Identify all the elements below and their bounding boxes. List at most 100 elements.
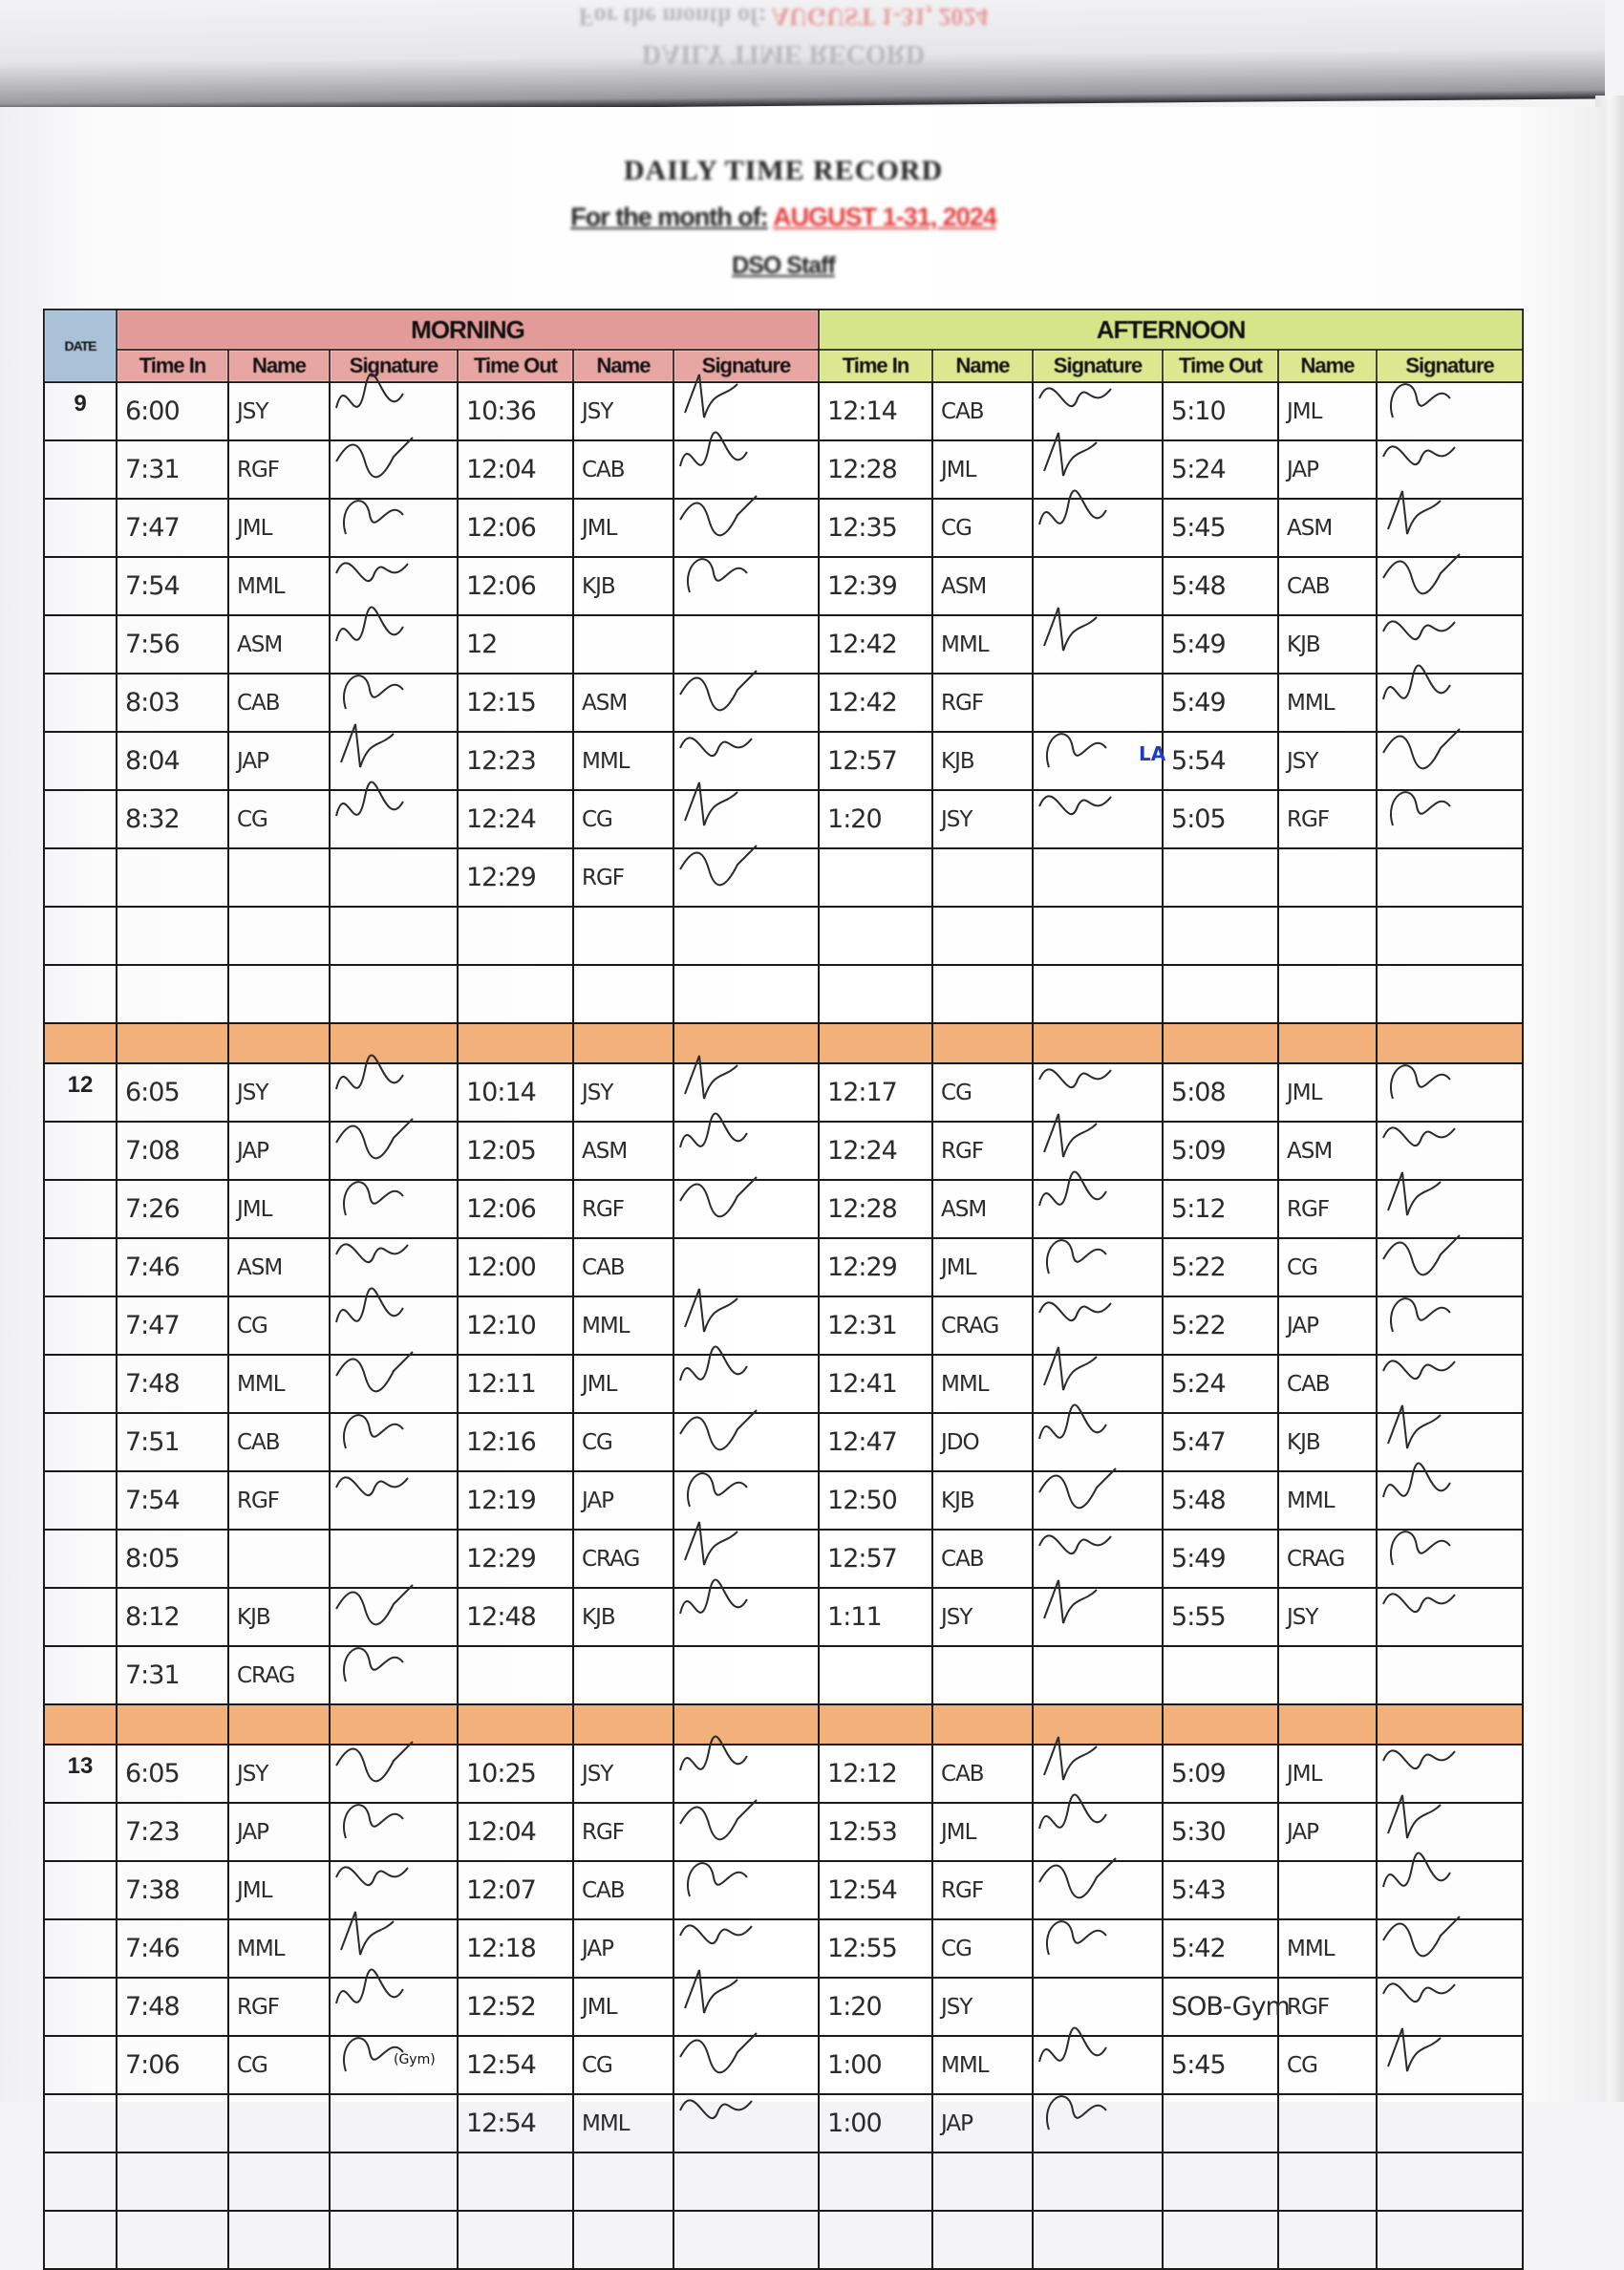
morning-name-cell: JSY	[572, 381, 674, 441]
afternoon-signature-cell	[1032, 2093, 1165, 2153]
afternoon-name-cell: RGF	[1277, 1179, 1378, 1239]
morning-signature-cell	[672, 1470, 821, 1531]
morning-name-cell	[227, 2210, 331, 2270]
morning-name-cell: RGF	[572, 847, 674, 908]
afternoon-name-cell	[931, 906, 1035, 966]
afternoon-signature-cell	[1032, 2152, 1165, 2212]
handwritten-signature	[687, 1862, 748, 1897]
morning-time-cell: 12:07	[457, 1860, 574, 1920]
afternoon-signature-cell	[1376, 2210, 1525, 2270]
afternoon-time-cell	[1162, 964, 1280, 1024]
afternoon-time-cell: 12:17	[818, 1062, 934, 1123]
morning-signature-cell	[329, 1911, 459, 1979]
handwritten-signature	[679, 495, 758, 537]
separator-cell	[1032, 1703, 1165, 1745]
afternoon-time-cell: 5:45	[1162, 2035, 1280, 2095]
separator-cell	[457, 1022, 574, 1064]
date-cell-empty	[43, 1587, 118, 1647]
morning-signature-cell	[672, 1237, 821, 1297]
separator-cell	[43, 1022, 118, 1064]
afternoon-name-cell: MML	[1277, 673, 1378, 733]
morning-signature-cell	[329, 1118, 459, 1181]
afternoon-name-cell: JML	[931, 1237, 1035, 1297]
afternoon-signature-cell	[1032, 789, 1165, 849]
afternoon-signature-cell	[1032, 673, 1165, 733]
afternoon-name-cell: CG	[1277, 1237, 1378, 1297]
handwritten-signature	[1382, 1982, 1456, 2002]
handwritten-signature	[335, 373, 404, 409]
handwritten-signature	[340, 723, 395, 768]
afternoon-signature-cell	[1032, 1857, 1165, 1920]
handwritten-signature	[679, 2032, 758, 2074]
handwritten-signature	[679, 1345, 748, 1381]
morning-signature-cell	[329, 964, 459, 1024]
afternoon-signature-cell	[1376, 964, 1525, 1024]
handwritten-signature	[335, 1968, 404, 2004]
morning-name-cell: JSY	[227, 1744, 331, 1804]
table-row: 12:29 RGF	[43, 845, 1525, 908]
bleed-through-title: DAILY TIME RECORD	[641, 39, 926, 69]
morning-name-cell: CG	[572, 1412, 674, 1472]
morning-name-cell: CRAG	[572, 1529, 674, 1589]
afternoon-time-cell: 5:10	[1162, 381, 1280, 441]
morning-time-cell: 12:10	[457, 1296, 574, 1356]
morning-signature-cell	[672, 556, 821, 616]
morning-signature-cell	[672, 614, 821, 675]
handwritten-signature	[335, 1287, 404, 1323]
date-cell-empty	[43, 789, 118, 849]
handwritten-signature	[1043, 432, 1098, 477]
morning-name-cell: MML	[227, 1918, 331, 1979]
afternoon-name-cell: JSY	[1277, 1587, 1378, 1647]
afternoon-name-cell: MML	[931, 1354, 1035, 1414]
afternoon-name-cell	[931, 847, 1035, 908]
morning-time-cell: 12:11	[457, 1354, 574, 1414]
morning-time-cell: 12	[457, 614, 574, 675]
morning-signature-cell	[329, 673, 459, 733]
leave-annotation: LA	[1139, 742, 1166, 765]
morning-time-cell: 10:36	[457, 381, 574, 441]
morning-time-cell	[116, 906, 229, 966]
separator-cell	[931, 1022, 1035, 1064]
morning-signature-cell	[329, 847, 459, 908]
separator-cell	[1032, 1022, 1165, 1064]
morning-time-cell: 10:14	[457, 1062, 574, 1123]
morning-signature-cell	[672, 782, 821, 849]
afternoon-name-cell: ASM	[931, 1179, 1035, 1239]
column-header-signature: Signature	[1376, 349, 1525, 383]
afternoon-name-cell: JSY	[931, 1587, 1035, 1647]
handwritten-signature	[679, 1578, 748, 1615]
handwritten-signature	[343, 1181, 404, 1216]
afternoon-time-cell	[1162, 906, 1280, 966]
morning-signature-cell	[672, 1055, 821, 1123]
afternoon-time-cell	[818, 964, 934, 1024]
handwritten-signature	[1038, 1857, 1117, 1899]
bleed-through-month: For the month of: AUGUST 1-31, 2024	[478, 2, 1089, 31]
afternoon-signature-cell	[1032, 381, 1165, 441]
afternoon-name-cell: ASM	[1277, 498, 1378, 558]
morning-signature-cell	[672, 2210, 821, 2270]
afternoon-time-cell: 5:49	[1162, 1529, 1280, 1589]
date-cell-empty	[43, 1802, 118, 1862]
handwritten-signature	[335, 1584, 414, 1626]
afternoon-time-cell: 12:29	[818, 1237, 934, 1297]
afternoon-name-cell: JML	[1277, 1744, 1378, 1804]
morning-time-cell: 12:54	[457, 2093, 574, 2153]
morning-time-cell: 6:05	[116, 1744, 229, 1804]
morning-signature-cell	[329, 2210, 459, 2270]
afternoon-signature-cell	[1376, 1977, 1525, 2037]
document-title: DAILY TIME RECORD	[623, 155, 944, 186]
date-cell-empty	[43, 673, 118, 733]
afternoon-signature-cell	[1376, 1121, 1525, 1181]
morning-time-cell: 7:54	[116, 1470, 229, 1531]
morning-signature-cell: (Gym)	[329, 2035, 459, 2095]
handwritten-signature	[679, 1799, 758, 1841]
morning-signature-cell	[672, 2093, 821, 2153]
table-row: 9 6:00 JSY 10:36 JSY 12:14 CAB 5:10 JML	[43, 373, 1525, 441]
morning-name-cell: KJB	[572, 556, 674, 616]
morning-name-cell	[572, 2152, 674, 2212]
table-row: 7:46 MML 12:18 JAP 12:55 CG 5:42 MML	[43, 1911, 1525, 1979]
afternoon-signature-cell	[1376, 1529, 1525, 1589]
document-subtitle: DSO Staff	[732, 252, 836, 279]
afternoon-time-cell: 5:24	[1162, 1354, 1280, 1414]
afternoon-time-cell: 12:53	[818, 1802, 934, 1862]
